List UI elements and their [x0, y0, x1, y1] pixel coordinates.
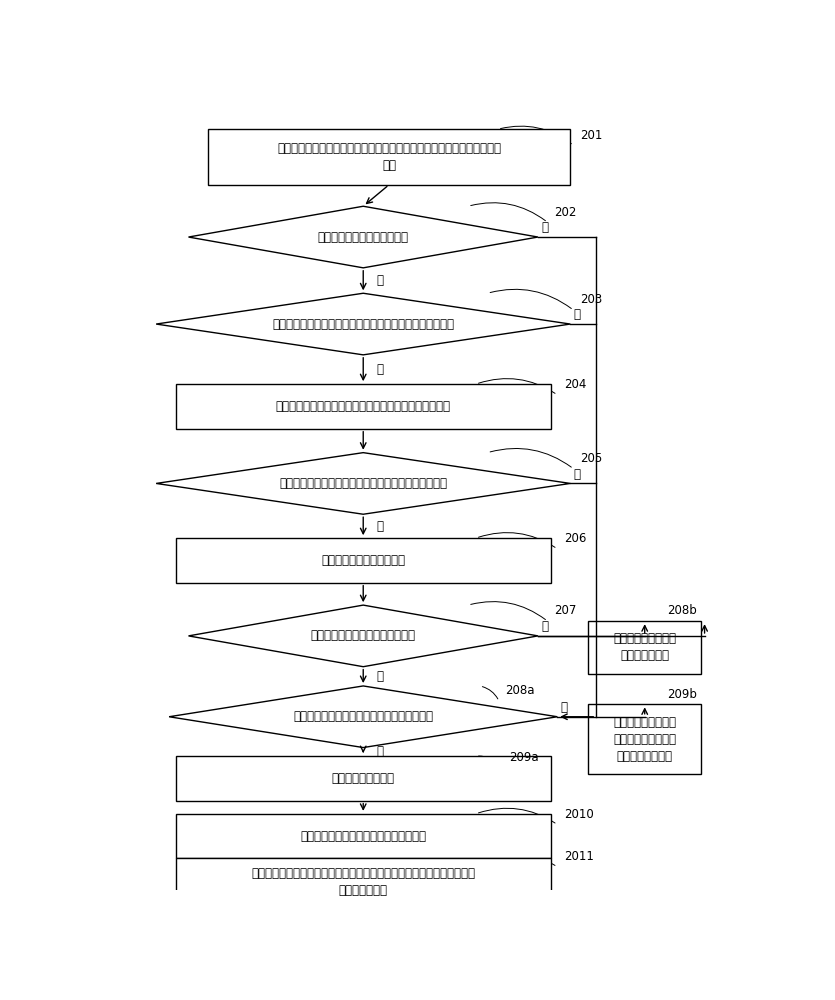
- Text: 201: 201: [580, 129, 602, 142]
- Text: 209b: 209b: [667, 688, 697, 701]
- Text: 205: 205: [580, 452, 602, 465]
- Text: 是: 是: [376, 363, 383, 376]
- Text: 判断主控制系统的操作终端、主处理器和主存储器是否正常: 判断主控制系统的操作终端、主处理器和主存储器是否正常: [272, 318, 454, 331]
- Text: 206: 206: [564, 532, 586, 545]
- Text: 否: 否: [574, 308, 580, 321]
- Text: 207: 207: [554, 604, 576, 617]
- Polygon shape: [189, 206, 538, 268]
- Text: 维持主控制系统对反
应堆回路的控制: 维持主控制系统对反 应堆回路的控制: [613, 632, 676, 662]
- Bar: [588, 704, 701, 774]
- Text: 否: 否: [541, 221, 549, 234]
- Text: 2011: 2011: [564, 850, 594, 863]
- Text: 2010: 2010: [564, 808, 594, 821]
- Text: 生成测试指令以使主控制系统发送测试消息至预设接入点: 生成测试指令以使主控制系统发送测试消息至预设接入点: [276, 400, 451, 413]
- Text: 获取用户输入的核泄漏风险处理指令信号: 获取用户输入的核泄漏风险处理指令信号: [301, 830, 426, 843]
- Text: 203: 203: [580, 293, 602, 306]
- Text: 204: 204: [564, 378, 586, 391]
- Bar: [175, 814, 551, 858]
- Text: 是: 是: [376, 520, 383, 533]
- Text: 208a: 208a: [505, 684, 535, 698]
- Text: 获取主控制系统的多个温度: 获取主控制系统的多个温度: [321, 554, 405, 567]
- Text: 否: 否: [574, 468, 580, 481]
- Text: 202: 202: [554, 206, 576, 219]
- Polygon shape: [156, 453, 570, 514]
- Text: 是: 是: [376, 745, 383, 758]
- Polygon shape: [156, 293, 570, 355]
- Bar: [175, 384, 551, 429]
- Text: 208b: 208b: [667, 604, 697, 617]
- Text: 判断主控制系统是否接收到预设接入点发送的反馈消息: 判断主控制系统是否接收到预设接入点发送的反馈消息: [279, 477, 448, 490]
- Bar: [175, 756, 551, 801]
- Bar: [175, 858, 551, 906]
- Text: 将反应堆回路的控制
系统由主控制系统切
换为后备控制系统: 将反应堆回路的控制 系统由主控制系统切 换为后备控制系统: [613, 716, 676, 763]
- Text: 是: 是: [376, 670, 383, 683]
- Polygon shape: [189, 605, 538, 667]
- Text: 当反应堆回路的控制系统为主控制系统时，获取主控制系统的供电电源的
电压: 当反应堆回路的控制系统为主控制系统时，获取主控制系统的供电电源的 电压: [277, 142, 501, 172]
- Text: 209a: 209a: [509, 751, 539, 764]
- Text: 否: 否: [541, 620, 549, 633]
- Text: 根据核泄漏风险处理指令信号将反应堆回路的控制系统由主控制系统切换
为后备控制系统: 根据核泄漏风险处理指令信号将反应堆回路的控制系统由主控制系统切换 为后备控制系统: [251, 867, 475, 897]
- Text: 发出核泄漏风险报警: 发出核泄漏风险报警: [331, 772, 395, 785]
- Polygon shape: [170, 686, 558, 748]
- Bar: [175, 538, 551, 583]
- Text: 判断电压是否在预设电压区间: 判断电压是否在预设电压区间: [318, 231, 408, 244]
- Bar: [588, 621, 701, 674]
- Text: 是: 是: [376, 274, 383, 287]
- Text: 判断多个温度是否均小于温度阈值: 判断多个温度是否均小于温度阈值: [311, 629, 416, 642]
- Bar: [208, 129, 570, 185]
- Text: 否: 否: [560, 701, 568, 714]
- Text: 判断主控制系统涉及的设备是否有核泄漏风险: 判断主控制系统涉及的设备是否有核泄漏风险: [293, 710, 433, 723]
